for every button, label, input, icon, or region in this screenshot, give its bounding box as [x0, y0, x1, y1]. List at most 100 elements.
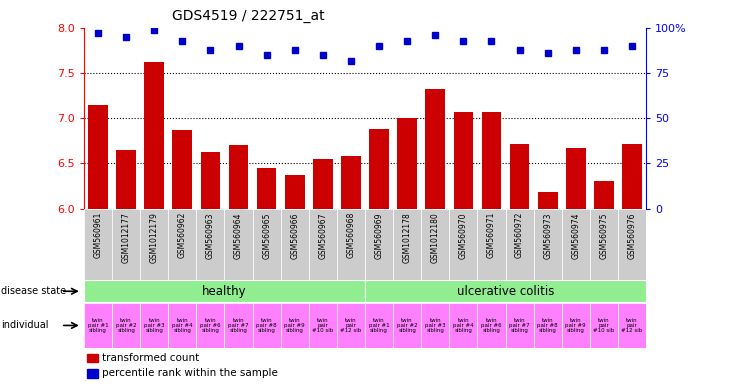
Bar: [88, 105, 108, 209]
Text: twin
pair #6
sibling: twin pair #6 sibling: [200, 318, 220, 333]
Text: individual: individual: [1, 320, 49, 331]
Text: twin
pair
#10 sib: twin pair #10 sib: [593, 318, 615, 333]
Text: GSM560962: GSM560962: [178, 212, 187, 258]
Bar: [566, 148, 585, 209]
Bar: [482, 112, 502, 209]
Bar: [228, 146, 248, 209]
Text: twin
pair
#12 sib: twin pair #12 sib: [621, 318, 642, 333]
Bar: [168, 303, 196, 348]
Bar: [337, 303, 365, 348]
Bar: [196, 303, 225, 348]
Bar: [534, 209, 561, 280]
Bar: [365, 280, 646, 302]
Bar: [201, 152, 220, 209]
Bar: [393, 303, 421, 348]
Text: twin
pair #4
sibling: twin pair #4 sibling: [172, 318, 193, 333]
Bar: [505, 209, 534, 280]
Text: healthy: healthy: [202, 285, 247, 298]
Text: twin
pair
#12 sib: twin pair #12 sib: [340, 318, 361, 333]
Bar: [196, 209, 225, 280]
Text: twin
pair #9
sibling: twin pair #9 sibling: [285, 318, 305, 333]
Bar: [84, 280, 365, 302]
Bar: [594, 182, 614, 209]
Text: GSM560973: GSM560973: [543, 212, 552, 258]
Bar: [449, 303, 477, 348]
Bar: [453, 112, 473, 209]
Bar: [590, 209, 618, 280]
Bar: [168, 209, 196, 280]
Text: GSM1012179: GSM1012179: [150, 212, 158, 263]
Bar: [562, 303, 590, 348]
Text: twin
pair #1
sibling: twin pair #1 sibling: [369, 318, 389, 333]
Bar: [112, 209, 140, 280]
Text: GSM560963: GSM560963: [206, 212, 215, 258]
Bar: [618, 209, 646, 280]
Bar: [253, 303, 280, 348]
Text: GDS4519 / 222751_at: GDS4519 / 222751_at: [172, 10, 324, 23]
Bar: [172, 130, 192, 209]
Text: twin
pair #7
sibling: twin pair #7 sibling: [510, 318, 530, 333]
Bar: [280, 303, 309, 348]
Bar: [309, 209, 337, 280]
Bar: [449, 209, 477, 280]
Bar: [341, 156, 361, 209]
Text: twin
pair #1
sibling: twin pair #1 sibling: [88, 318, 108, 333]
Bar: [87, 354, 98, 362]
Bar: [224, 303, 253, 348]
Bar: [477, 209, 505, 280]
Bar: [618, 303, 646, 348]
Text: GSM560971: GSM560971: [487, 212, 496, 258]
Text: percentile rank within the sample: percentile rank within the sample: [102, 368, 277, 378]
Text: GSM560969: GSM560969: [374, 212, 383, 258]
Text: twin
pair #4
sibling: twin pair #4 sibling: [453, 318, 474, 333]
Bar: [145, 62, 164, 209]
Text: twin
pair #3
sibling: twin pair #3 sibling: [144, 318, 164, 333]
Text: GSM560970: GSM560970: [459, 212, 468, 258]
Text: twin
pair #8
sibling: twin pair #8 sibling: [256, 318, 277, 333]
Text: GSM560974: GSM560974: [572, 212, 580, 258]
Bar: [313, 159, 333, 209]
Bar: [337, 209, 365, 280]
Text: GSM1012177: GSM1012177: [122, 212, 131, 263]
Text: GSM560966: GSM560966: [291, 212, 299, 258]
Bar: [538, 192, 558, 209]
Text: twin
pair #7
sibling: twin pair #7 sibling: [228, 318, 249, 333]
Bar: [84, 209, 112, 280]
Text: disease state: disease state: [1, 286, 66, 296]
Text: twin
pair #3
sibling: twin pair #3 sibling: [425, 318, 445, 333]
Text: GSM560972: GSM560972: [515, 212, 524, 258]
Bar: [622, 144, 642, 209]
Text: twin
pair #2
sibling: twin pair #2 sibling: [397, 318, 418, 333]
Bar: [140, 303, 168, 348]
Bar: [369, 129, 389, 209]
Bar: [421, 209, 450, 280]
Text: GSM560975: GSM560975: [599, 212, 608, 258]
Bar: [590, 303, 618, 348]
Bar: [87, 369, 98, 378]
Bar: [393, 209, 421, 280]
Text: twin
pair
#10 sib: twin pair #10 sib: [312, 318, 334, 333]
Bar: [112, 303, 140, 348]
Text: twin
pair #2
sibling: twin pair #2 sibling: [116, 318, 137, 333]
Bar: [140, 209, 168, 280]
Bar: [561, 209, 590, 280]
Bar: [280, 209, 309, 280]
Bar: [477, 303, 505, 348]
Bar: [309, 303, 337, 348]
Text: twin
pair #9
sibling: twin pair #9 sibling: [566, 318, 586, 333]
Text: GSM560967: GSM560967: [318, 212, 327, 258]
Bar: [534, 303, 562, 348]
Text: GSM560968: GSM560968: [347, 212, 356, 258]
Text: twin
pair #8
sibling: twin pair #8 sibling: [537, 318, 558, 333]
Text: GSM560976: GSM560976: [628, 212, 637, 258]
Text: GSM560961: GSM560961: [93, 212, 102, 258]
Bar: [510, 144, 529, 209]
Bar: [421, 303, 450, 348]
Text: GSM560965: GSM560965: [262, 212, 271, 258]
Bar: [257, 168, 277, 209]
Bar: [365, 303, 393, 348]
Text: GSM1012180: GSM1012180: [431, 212, 439, 263]
Bar: [224, 209, 253, 280]
Text: ulcerative colitis: ulcerative colitis: [457, 285, 554, 298]
Bar: [253, 209, 280, 280]
